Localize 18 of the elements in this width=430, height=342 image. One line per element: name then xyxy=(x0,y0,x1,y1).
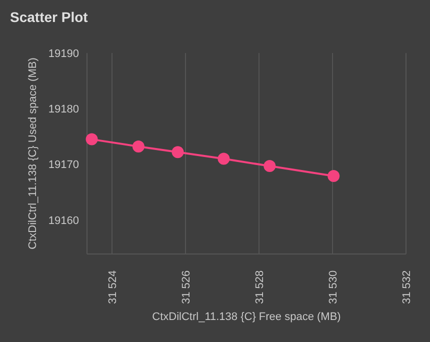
chart-title: Scatter Plot xyxy=(10,9,88,25)
x-tick-label: 31 524 xyxy=(106,270,119,304)
x-axis-title: CtxDilCtrl_11.138 {C} Free space (MB) xyxy=(152,311,341,323)
y-tick-label: 19190 xyxy=(48,48,79,60)
x-tick-label: 31 528 xyxy=(254,270,266,304)
point xyxy=(264,160,276,172)
x-tick-label: 31 532 xyxy=(400,270,413,304)
x-tick-label: 31 526 xyxy=(180,270,192,304)
y-axis-title: CtxDilCtrl_11.138 {C} Used space (MB) xyxy=(27,58,39,250)
point xyxy=(172,146,184,158)
y-tick-label: 19180 xyxy=(48,104,79,116)
x-tick-label: 31 530 xyxy=(327,270,340,304)
y-tick-label: 19170 xyxy=(48,159,79,172)
point xyxy=(218,152,230,165)
point xyxy=(132,140,144,153)
y-tick-label: 19160 xyxy=(48,214,79,227)
point xyxy=(86,133,98,146)
point xyxy=(328,170,340,182)
